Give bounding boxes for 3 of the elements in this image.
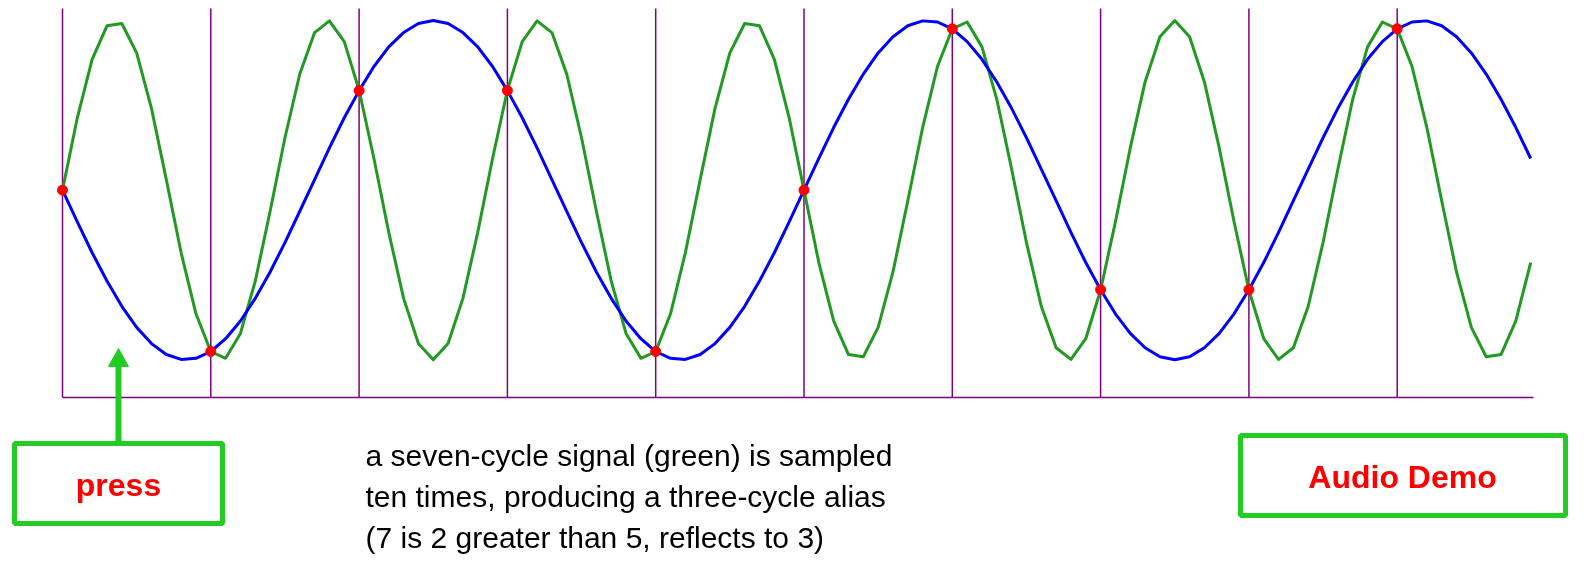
text: press xyxy=(75,466,162,503)
text: Audio Demo xyxy=(1308,458,1497,495)
text: a seven-cycle signal (green) is sampled ten times, producing a three-cycle alias (7 is 2 greater than 5, reflects to 3) xyxy=(365,438,893,554)
